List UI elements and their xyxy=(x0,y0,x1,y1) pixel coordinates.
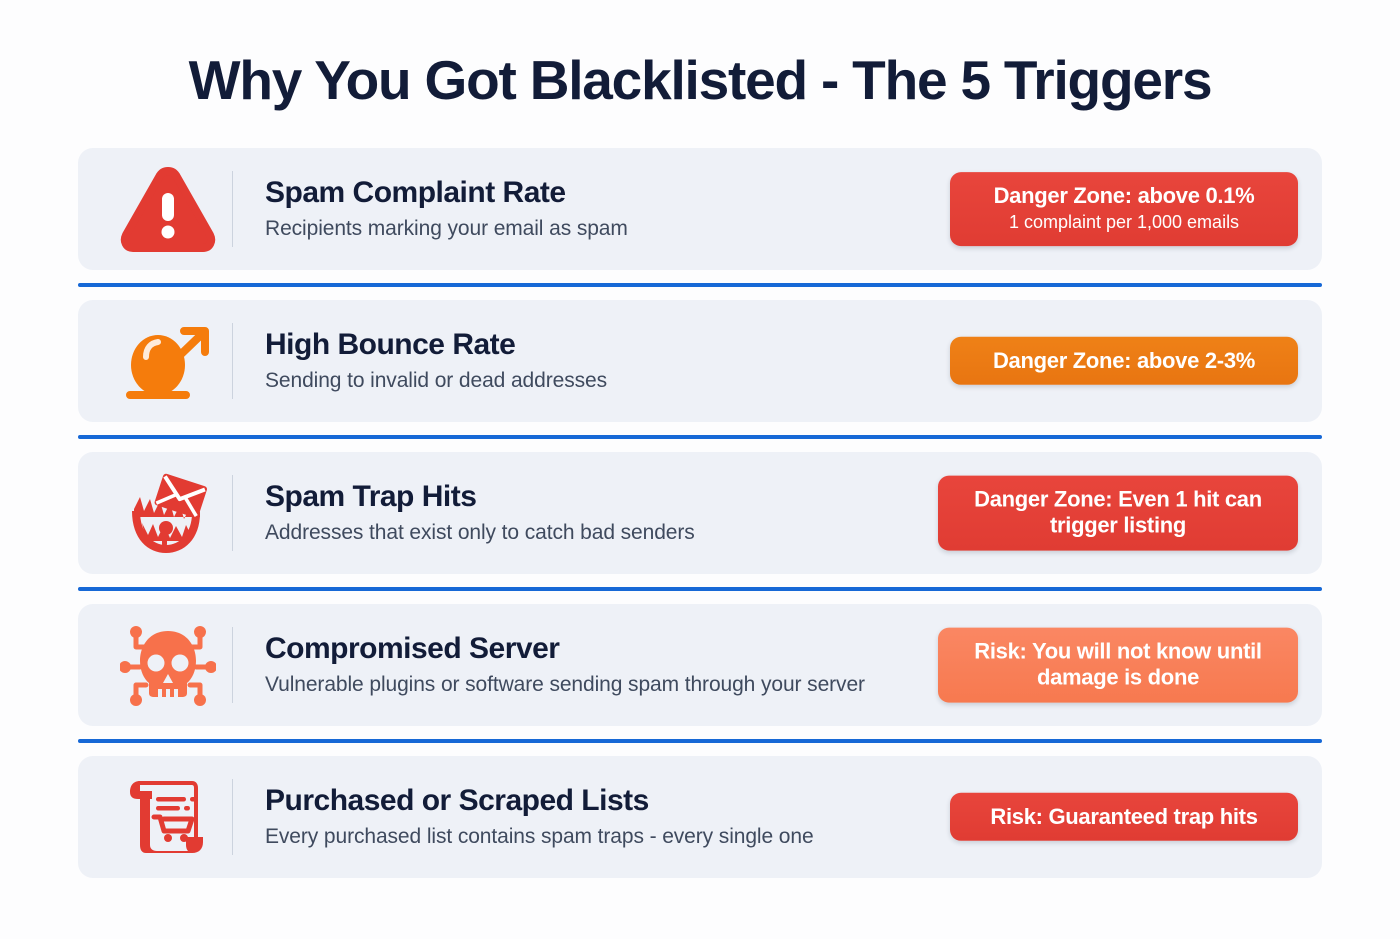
badge-main-text: Danger Zone: above 0.1% xyxy=(993,182,1255,208)
bear-trap-envelope-icon xyxy=(104,452,232,574)
row-separator xyxy=(232,322,233,399)
row-separator xyxy=(232,474,233,551)
trigger-subtitle: Recipients marking your email as spam xyxy=(265,217,628,241)
trigger-card-high-bounce-rate[interactable]: High Bounce Rate Sending to invalid or d… xyxy=(78,299,1322,422)
scroll-shopping-cart-icon xyxy=(104,756,232,878)
trigger-subtitle: Vulnerable plugins or software sending s… xyxy=(265,673,865,697)
trigger-text-5: Purchased or Scraped Lists Every purchas… xyxy=(265,784,1298,850)
status-badge-container-2: Danger Zone: above 2-3% xyxy=(950,336,1298,385)
trigger-subtitle: Every purchased list contains spam traps… xyxy=(265,825,814,849)
status-badge-container-3: Danger Zone: Even 1 hit can trigger list… xyxy=(938,475,1298,551)
badge-main-text: Danger Zone: above 2-3% xyxy=(992,347,1256,373)
trigger-title: Purchased or Scraped Lists xyxy=(265,783,649,817)
trigger-title: Compromised Server xyxy=(265,631,560,665)
status-badge: Risk: You will not know until damage is … xyxy=(938,627,1298,703)
trigger-title: High Bounce Rate xyxy=(265,327,516,361)
badge-main-text: Risk: Guaranteed trap hits xyxy=(990,803,1258,829)
row-separator xyxy=(232,626,233,703)
row-divider-2 xyxy=(78,434,1322,439)
trigger-text-1: Spam Complaint Rate Recipients marking y… xyxy=(265,176,1298,242)
trigger-text-4: Compromised Server Vulnerable plugins or… xyxy=(265,632,1298,698)
trigger-row-block-1: Spam Complaint Rate Recipients marking y… xyxy=(78,147,1322,300)
status-badge: Danger Zone: above 2-3% xyxy=(950,336,1298,385)
row-separator xyxy=(232,170,233,247)
trigger-card-compromised-server[interactable]: Compromised Server Vulnerable plugins or… xyxy=(78,603,1322,726)
badge-main-text: Risk: You will not know until damage is … xyxy=(974,638,1262,690)
trigger-row-block-2: High Bounce Rate Sending to invalid or d… xyxy=(78,299,1322,452)
row-divider-1 xyxy=(78,282,1322,287)
badge-main-text: Danger Zone: Even 1 hit can trigger list… xyxy=(974,486,1262,538)
trigger-title: Spam Complaint Rate xyxy=(265,175,566,209)
bouncing-ball-arrow-icon xyxy=(104,300,232,422)
page-title: Why You Got Blacklisted - The 5 Triggers xyxy=(188,49,1213,111)
status-badge-container-4: Risk: You will not know until damage is … xyxy=(938,627,1298,703)
trigger-subtitle: Addresses that exist only to catch bad s… xyxy=(265,521,695,545)
trigger-row-block-5: Purchased or Scraped Lists Every purchas… xyxy=(78,755,1322,878)
trigger-subtitle: Sending to invalid or dead addresses xyxy=(265,369,607,393)
row-separator xyxy=(232,778,233,855)
trigger-text-2: High Bounce Rate Sending to invalid or d… xyxy=(265,328,1298,394)
status-badge: Risk: Guaranteed trap hits xyxy=(950,792,1298,841)
row-divider-4 xyxy=(78,738,1322,743)
trigger-card-spam-complaint-rate[interactable]: Spam Complaint Rate Recipients marking y… xyxy=(78,147,1322,270)
trigger-text-3: Spam Trap Hits Addresses that exist only… xyxy=(265,480,1298,546)
status-badge: Danger Zone: above 0.1% 1 complaint per … xyxy=(950,171,1298,246)
trigger-row-block-3: Spam Trap Hits Addresses that exist only… xyxy=(78,451,1322,604)
trigger-row-block-4: Compromised Server Vulnerable plugins or… xyxy=(78,603,1322,756)
status-badge-container-5: Risk: Guaranteed trap hits xyxy=(950,792,1298,841)
skull-circuit-icon xyxy=(104,604,232,726)
trigger-rows-list: Spam Complaint Rate Recipients marking y… xyxy=(0,147,1400,878)
status-badge-container-1: Danger Zone: above 0.1% 1 complaint per … xyxy=(950,171,1298,246)
warning-triangle-icon xyxy=(104,148,232,270)
page-title-container: Why You Got Blacklisted - The 5 Triggers xyxy=(0,0,1400,110)
status-badge: Danger Zone: Even 1 hit can trigger list… xyxy=(938,475,1298,551)
trigger-card-spam-trap-hits[interactable]: Spam Trap Hits Addresses that exist only… xyxy=(78,451,1322,574)
row-divider-3 xyxy=(78,586,1322,591)
badge-sub-text: 1 complaint per 1,000 emails xyxy=(1008,212,1240,233)
trigger-card-purchased-lists[interactable]: Purchased or Scraped Lists Every purchas… xyxy=(78,755,1322,878)
trigger-title: Spam Trap Hits xyxy=(265,479,477,513)
